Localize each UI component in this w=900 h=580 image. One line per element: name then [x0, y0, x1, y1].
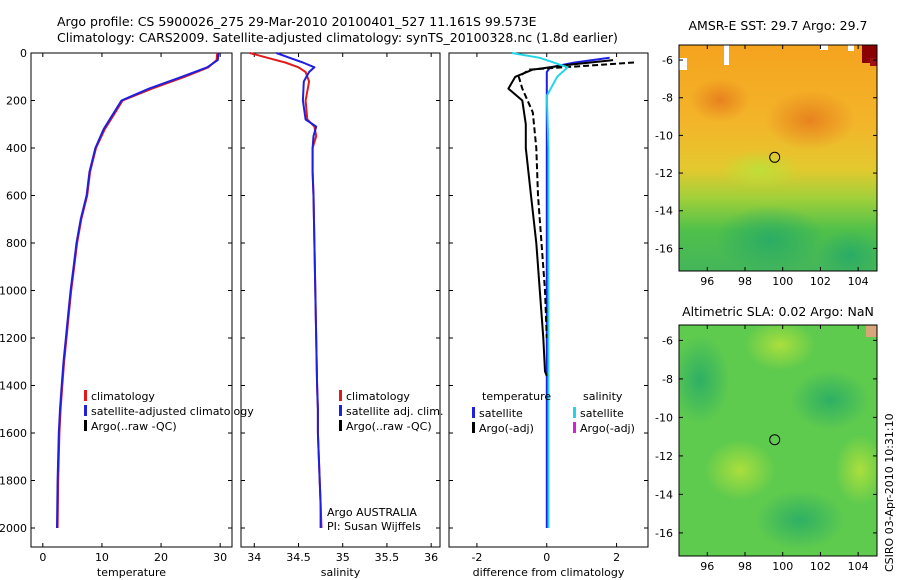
depth-tick-label: 1600 [0, 427, 27, 440]
sla-map: Altimetric SLA: 0.02 Argo: NaN 96 98 100 10… [655, 304, 878, 573]
x-axis-label: difference from climatology [473, 566, 625, 579]
salinity-panel-frame [240, 52, 441, 548]
legend-swatch [84, 405, 87, 416]
x-axis-label: temperature [97, 566, 166, 579]
legend-swatch [472, 407, 475, 418]
depth-tick-label: 200 [6, 95, 27, 108]
legend-label: Argo(-adj) [479, 422, 534, 435]
map-lon-label: 102 [810, 275, 831, 288]
map-lat-label: -6 [662, 54, 673, 67]
x-tick-label: 0 [39, 551, 46, 564]
legend-swatch [472, 422, 475, 433]
depth-tick-label: 800 [6, 237, 27, 250]
depth-tick-label: 2000 [0, 522, 27, 535]
legend-label: Argo(..raw -QC) [346, 420, 432, 433]
x-tick-label: 2 [613, 551, 620, 564]
float-annotation: PI: Susan Wijffels [327, 520, 421, 533]
figure-title-line2: Climatology: CARS2009. Satellite-adjuste… [57, 30, 618, 45]
map-lon-label: 96 [700, 560, 714, 573]
x-axis-label: salinity [321, 566, 361, 579]
depth-tick-label: 600 [6, 190, 27, 203]
legend-swatch [339, 390, 342, 401]
legend-label: satellite-adjusted climatology [91, 405, 254, 418]
depth-tick-label: 1400 [0, 380, 27, 393]
legend-swatch [339, 420, 342, 431]
map-lat-label: -12 [655, 167, 673, 180]
depth-tick-label: 1800 [0, 475, 27, 488]
float-annotation: Argo AUSTRALIA [327, 506, 417, 519]
series-temp-argo [507, 59, 614, 377]
series-temp-argo-dashed [517, 61, 635, 339]
map-lat-label: -8 [662, 92, 673, 105]
legend-label: Argo(-adj) [580, 422, 635, 435]
series-temp-satellite [545, 56, 610, 528]
map-lat-label: -10 [655, 129, 673, 142]
difference-panel: -2 0 2 difference from climatology temperatu… [448, 52, 649, 579]
map-lon-label: 98 [738, 275, 752, 288]
sla-map-title: Altimetric SLA: 0.02 Argo: NaN [682, 304, 874, 319]
footer-timestamp: CSIRO 03-Apr-2010 10:31:10 [883, 413, 896, 572]
legend-label: climatology [91, 390, 155, 403]
x-tick-label: 30 [213, 551, 227, 564]
temperature-panel: 0 200 400 600 800 1000 1200 1400 1600 1800 2000 0 10… [0, 47, 254, 579]
legend-label: satellite adj. clim. [346, 405, 443, 418]
map-lat-label: -6 [662, 334, 673, 347]
map-lon-label: 98 [738, 560, 752, 573]
salinity-panel: 34 34.5 35 35.5 36 salinity climatology satelli… [240, 52, 443, 579]
legend-label: Argo(..raw -QC) [91, 420, 177, 433]
map-lon-label: 100 [772, 560, 793, 573]
legend-heading-salinity: salinity [583, 390, 623, 403]
legend-swatch [339, 405, 342, 416]
temperature-panel-frame [30, 52, 233, 548]
sst-map: AMSR-E SST: 29.7 Argo: 29.7 96 98 100 102 10… [655, 18, 878, 288]
depth-tick-label: 400 [6, 142, 27, 155]
map-lat-label: -16 [655, 242, 673, 255]
difference-panel-frame [448, 52, 649, 548]
x-tick-label: 20 [154, 551, 168, 564]
legend-label: climatology [346, 390, 410, 403]
sst-argo-position-marker [769, 151, 781, 163]
series-satellite-adjusted [56, 52, 220, 529]
map-lat-label: -16 [655, 527, 673, 540]
map-lon-label: 96 [700, 275, 714, 288]
sla-map-frame [678, 324, 878, 557]
legend-swatch [84, 420, 87, 431]
x-tick-label: 34.5 [286, 551, 311, 564]
sst-map-frame [678, 44, 878, 272]
map-lat-label: -14 [655, 205, 673, 218]
x-tick-label: 34 [247, 551, 261, 564]
series-climatology [249, 52, 323, 529]
depth-tick-label: 1000 [0, 285, 27, 298]
x-tick-label: 0 [543, 551, 550, 564]
x-tick-label: 35 [336, 551, 350, 564]
map-lon-label: 102 [810, 560, 831, 573]
legend-label: satellite [580, 407, 624, 420]
x-tick-label: -2 [471, 551, 482, 564]
legend-swatch [573, 407, 576, 418]
map-lat-label: -14 [655, 488, 673, 501]
series-climatology [56, 52, 219, 529]
sla-argo-position-marker [769, 434, 781, 446]
legend-swatch [84, 390, 87, 401]
map-lon-label: 104 [848, 560, 869, 573]
depth-tick-label: 1200 [0, 332, 27, 345]
x-tick-label: 10 [95, 551, 109, 564]
sst-map-title: AMSR-E SST: 29.7 Argo: 29.7 [688, 18, 867, 33]
map-lon-label: 100 [772, 275, 793, 288]
map-lon-label: 104 [848, 275, 869, 288]
x-tick-label: 35.5 [375, 551, 400, 564]
map-lat-label: -10 [655, 411, 673, 424]
series-sal-satellite [511, 52, 569, 528]
map-lat-label: -12 [655, 450, 673, 463]
x-tick-label: 36 [424, 551, 438, 564]
legend-swatch [573, 422, 576, 433]
depth-tick-label: 0 [20, 47, 27, 60]
legend-heading-temperature: temperature [482, 390, 551, 403]
map-lat-label: -8 [662, 373, 673, 386]
figure-title-line1: Argo profile: CS 5900026_275 29-Mar-2010… [57, 14, 537, 29]
legend-label: satellite [479, 407, 523, 420]
series-satellite-adjusted [276, 52, 322, 528]
